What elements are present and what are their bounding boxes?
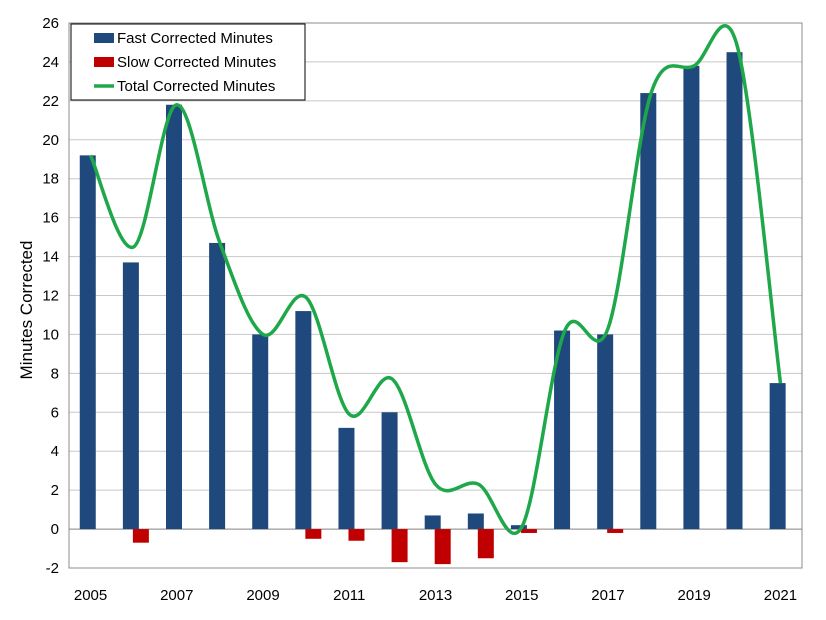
y-tick-label: 2 — [51, 482, 59, 499]
x-tick-label: 2013 — [419, 587, 452, 604]
legend-label: Fast Corrected Minutes — [117, 30, 273, 47]
x-tick-label: 2005 — [74, 587, 107, 604]
fast-bar — [467, 513, 484, 530]
y-tick-label: 6 — [51, 404, 59, 421]
fast-bar — [122, 262, 139, 530]
x-tick-label: 2015 — [505, 587, 538, 604]
x-tick-label: 2019 — [678, 587, 711, 604]
y-tick-label: 26 — [42, 15, 59, 32]
slow-bar — [607, 529, 624, 533]
fast-bar — [640, 93, 657, 530]
x-tick-label: 2011 — [333, 587, 365, 604]
fast-bar — [424, 515, 441, 530]
legend-label: Slow Corrected Minutes — [117, 54, 276, 71]
y-tick-label: 12 — [42, 288, 59, 305]
slow-bar — [391, 529, 408, 563]
x-tick-label: 2009 — [246, 587, 279, 604]
y-axis-title: Minutes Corrected — [17, 241, 36, 380]
fast-bar — [209, 242, 226, 530]
fast-bar — [79, 155, 96, 530]
y-tick-label: -2 — [46, 560, 59, 577]
legend-label: Total Corrected Minutes — [117, 78, 275, 95]
y-tick-label: 14 — [42, 249, 59, 266]
fast-bar — [597, 334, 614, 530]
y-tick-label: 4 — [51, 443, 59, 460]
slow-bar — [477, 529, 494, 559]
fast-bar — [510, 525, 527, 530]
y-tick-label: 20 — [42, 132, 59, 149]
line-marks — [88, 24, 783, 536]
y-tick-label: 22 — [42, 93, 59, 110]
bar-marks — [79, 52, 786, 565]
y-tick-label: 0 — [51, 521, 59, 538]
x-tick-label: 2021 — [764, 587, 797, 604]
fast-bar — [381, 412, 398, 530]
fast-bar — [554, 330, 571, 530]
y-tick-label: 8 — [51, 365, 59, 382]
fast-bar — [165, 104, 182, 530]
y-tick-label: 18 — [42, 171, 59, 188]
x-tick-labels: 2005 2007 2009 2011 2013 2015 2017 2019 2021 — [74, 587, 797, 604]
x-tick-label: 2007 — [160, 587, 193, 604]
fast-bar — [295, 311, 312, 530]
plot-area-border — [68, 22, 803, 569]
total-line — [88, 24, 783, 536]
fast-bar — [338, 427, 355, 530]
slow-bar — [132, 529, 149, 543]
gridlines — [69, 22, 802, 569]
y-tick-label: 10 — [42, 326, 59, 343]
fast-bar — [726, 52, 743, 530]
x-tick-label: 2017 — [591, 587, 624, 604]
legend: Fast Corrected Minutes Slow Corrected Min… — [70, 23, 306, 101]
fast-bar — [252, 334, 269, 530]
y-tick-label: 24 — [42, 54, 59, 71]
fast-bar — [683, 65, 700, 530]
slow-bar — [520, 529, 537, 533]
slow-bar — [305, 529, 322, 539]
fast-bar — [769, 383, 786, 530]
y-tick-label: 16 — [42, 210, 59, 227]
legend-swatch — [94, 33, 114, 43]
slow-bar — [348, 529, 365, 541]
legend-swatch — [94, 57, 114, 67]
slow-bar — [434, 529, 451, 565]
